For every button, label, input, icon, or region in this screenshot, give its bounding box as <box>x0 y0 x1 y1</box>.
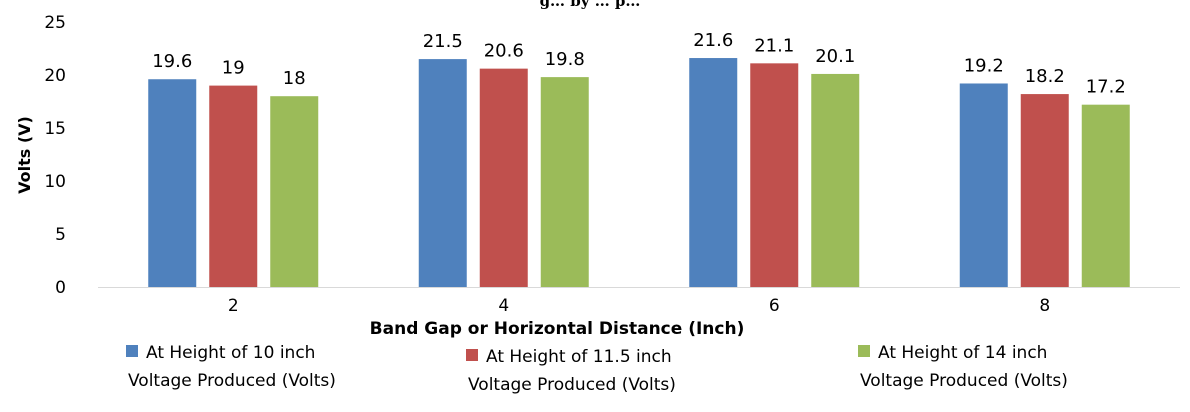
bar <box>1020 94 1069 287</box>
x-tick-label: 6 <box>769 296 780 316</box>
data-label: 19.2 <box>964 55 1004 76</box>
data-label: 17.2 <box>1086 77 1126 98</box>
data-label: 19.6 <box>152 51 192 72</box>
bars-group: 19.6 19 18 21.5 20.6 19.8 21.6 21.1 20.1 19.2 18.2… <box>148 30 1130 288</box>
bar <box>270 96 319 287</box>
legend-item: At Height of 14 inch Voltage Produced (Vo… <box>858 343 1068 391</box>
data-label: 19.8 <box>545 49 585 70</box>
bar <box>689 58 738 287</box>
bar <box>418 59 467 287</box>
y-tick-label: 0 <box>55 278 66 298</box>
bar <box>959 83 1008 287</box>
x-axis: 2 4 6 8 <box>228 296 1050 316</box>
y-axis: 0 5 10 15 20 25 <box>44 13 66 298</box>
y-tick-label: 20 <box>44 66 66 86</box>
bar <box>1081 104 1130 288</box>
legend-label: Voltage Produced (Volts) <box>860 371 1068 391</box>
legend-label: Voltage Produced (Volts) <box>128 371 336 391</box>
legend-item: At Height of 11.5 inch Voltage Produced (… <box>466 347 676 395</box>
data-label: 20.1 <box>815 46 855 67</box>
x-tick-label: 8 <box>1039 296 1050 316</box>
y-tick-label: 15 <box>44 119 66 139</box>
bar <box>479 68 528 287</box>
legend: At Height of 10 inch Voltage Produced (Vo… <box>126 343 1068 395</box>
y-tick-label: 5 <box>55 225 66 245</box>
legend-swatch <box>858 345 870 357</box>
y-axis-label: Volts (V) <box>15 116 34 194</box>
x-tick-label: 2 <box>228 296 239 316</box>
x-tick-label: 4 <box>498 296 509 316</box>
legend-swatch <box>126 345 138 357</box>
legend-swatch <box>466 349 478 361</box>
legend-item: At Height of 10 inch Voltage Produced (Vo… <box>126 343 336 391</box>
bar <box>750 63 799 288</box>
data-label: 19 <box>222 58 245 79</box>
bar <box>148 79 197 288</box>
data-label: 21.5 <box>423 31 463 52</box>
y-tick-label: 10 <box>44 172 66 192</box>
legend-label: At Height of 14 inch <box>878 343 1047 363</box>
bar <box>811 73 860 287</box>
y-tick-label: 25 <box>44 13 66 33</box>
x-axis-label: Band Gap or Horizontal Distance (Inch) <box>370 319 745 339</box>
bar <box>540 77 589 288</box>
data-label: 21.1 <box>754 35 794 56</box>
legend-label: At Height of 11.5 inch <box>486 347 672 367</box>
legend-label: At Height of 10 inch <box>146 343 315 363</box>
chart-title: g… by … p… <box>540 0 641 10</box>
data-label: 18 <box>283 68 306 89</box>
data-label: 21.6 <box>693 30 733 51</box>
legend-label: Voltage Produced (Volts) <box>468 375 676 395</box>
data-label: 20.6 <box>484 41 524 62</box>
data-label: 18.2 <box>1025 66 1065 87</box>
bar <box>209 85 258 287</box>
